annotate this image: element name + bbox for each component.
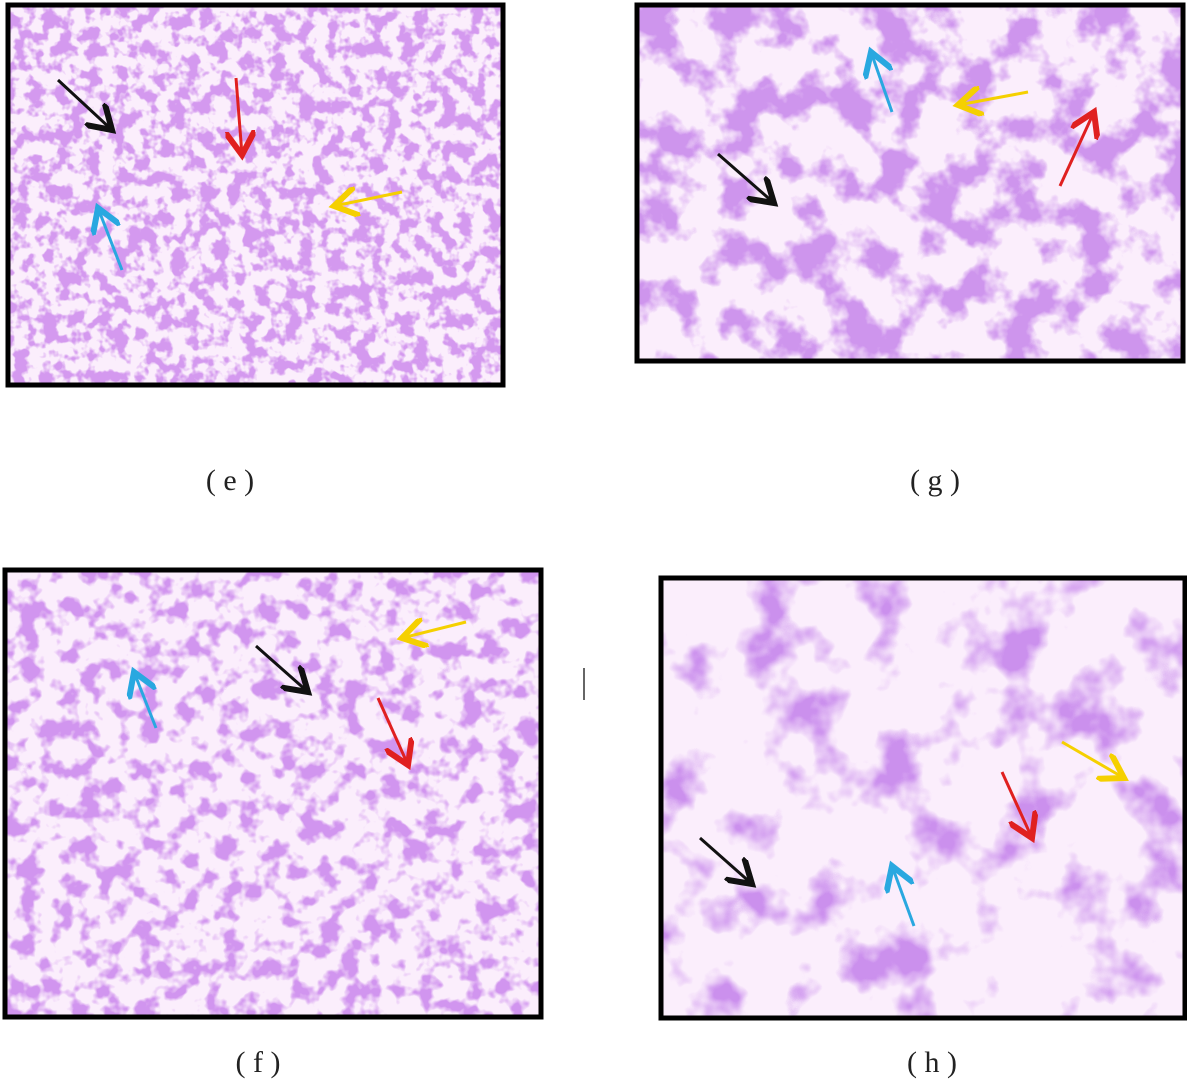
arrow bbox=[1058, 112, 1094, 187]
panel-label: ( g ) bbox=[910, 464, 960, 497]
arrow bbox=[376, 697, 408, 765]
panel-f bbox=[2, 567, 544, 1020]
frame bbox=[634, 2, 1186, 364]
arrow bbox=[255, 644, 308, 692]
arrow bbox=[699, 836, 752, 884]
micrograph bbox=[637, 5, 1183, 361]
arrow bbox=[334, 192, 403, 206]
frame bbox=[5, 2, 506, 388]
arrow bbox=[892, 866, 916, 927]
panel-label: ( f ) bbox=[236, 1046, 281, 1079]
arrow bbox=[958, 92, 1029, 105]
arrow bbox=[1061, 740, 1124, 778]
arrow bbox=[717, 152, 774, 203]
micrograph bbox=[8, 5, 503, 385]
arrow bbox=[871, 52, 894, 113]
arrow bbox=[134, 672, 158, 729]
panel-label: ( e ) bbox=[206, 464, 254, 497]
arrow bbox=[98, 208, 124, 271]
panel-label: ( h ) bbox=[907, 1046, 957, 1079]
arrow bbox=[236, 77, 242, 155]
arrow bbox=[1000, 771, 1032, 838]
panel-e bbox=[5, 2, 506, 388]
arrow bbox=[402, 622, 467, 638]
panel-h bbox=[658, 575, 1187, 1021]
panel-g bbox=[634, 2, 1186, 364]
micrograph bbox=[661, 578, 1185, 1018]
frame bbox=[658, 575, 1187, 1021]
arrow bbox=[56, 78, 112, 130]
frame bbox=[2, 567, 544, 1020]
micrograph bbox=[5, 570, 541, 1017]
